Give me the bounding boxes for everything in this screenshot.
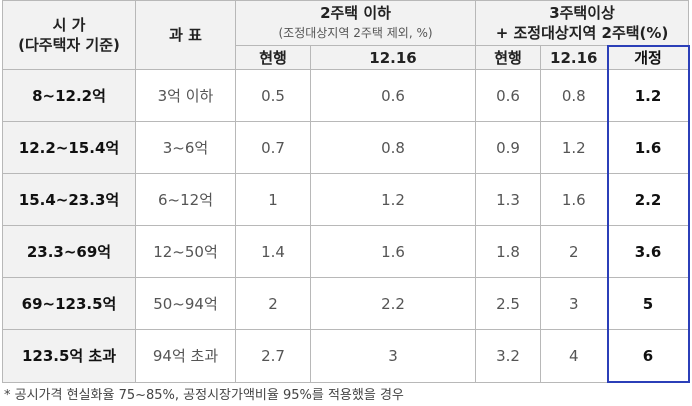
table-header: 시 가 (다주택자 기준) 과 표 2주택 이하 (조정대상지역 2주택 제외,…: [2, 0, 690, 70]
rate-cell: 0.8: [540, 69, 608, 122]
rate-cell: 0.7: [235, 121, 311, 174]
header-cell: 2주택 이하 (조정대상지역 2주택 제외, %): [235, 0, 476, 46]
footnote: * 공시가격 현실화율 75~85%, 공정시장가액비율 95%를 적용했을 경…: [4, 388, 404, 403]
header-text: 2주택 이하: [320, 4, 391, 22]
base-cell: 50~94억: [135, 277, 236, 330]
header-cell: 3주택이상 + 조정대상지역 2주택(%): [474, 0, 690, 46]
price-cell: 12.2~15.4억: [2, 121, 136, 174]
table-row: 123.5억 초과 94억 초과 2.7 3 3.2 4 6: [2, 329, 690, 383]
header-cell: 과 표: [135, 0, 236, 70]
rate-cell: 2: [235, 277, 311, 330]
header-text: + 조정대상지역 2주택(%): [495, 23, 669, 42]
table-row: 15.4~23.3억 6~12억 1 1.2 1.3 1.6 2.2: [2, 173, 690, 226]
table-row: 69~123.5억 50~94억 2 2.2 2.5 3 5: [2, 277, 690, 330]
rate-cell: 2.2: [310, 277, 476, 330]
header-row: 시 가 (다주택자 기준) 과 표 2주택 이하 (조정대상지역 2주택 제외,…: [2, 0, 690, 70]
header-note: (조정대상지역 2주택 제외, %): [278, 26, 433, 40]
rate-cell: 2: [540, 225, 608, 278]
subheader-cell: 12.16: [310, 45, 476, 70]
base-cell: 6~12억: [135, 173, 236, 226]
rate-cell: 0.5: [235, 69, 311, 122]
tax-table: 시 가 (다주택자 기준) 과 표 2주택 이하 (조정대상지역 2주택 제외,…: [2, 0, 690, 383]
rate-cell: 5: [606, 277, 690, 330]
subheader-cell: 12.16: [540, 45, 608, 70]
header-text: 과 표: [169, 26, 202, 44]
rate-cell: 1.4: [235, 225, 311, 278]
price-cell: 123.5억 초과: [2, 329, 136, 383]
rate-cell: 2.5: [475, 277, 541, 330]
header-text: 3주택이상: [549, 3, 615, 22]
header-text: (다주택자 기준): [18, 36, 120, 54]
base-cell: 3억 이하: [135, 69, 236, 122]
rate-cell: 3.6: [606, 225, 690, 278]
rate-cell: 6: [606, 329, 690, 383]
rate-cell: 2.7: [235, 329, 311, 383]
header-text: 시 가: [52, 16, 86, 34]
table-row: 23.3~69억 12~50억 1.4 1.6 1.8 2 3.6: [2, 225, 690, 278]
rate-cell: 3.2: [475, 329, 541, 383]
subheader-cell: 현행: [475, 45, 541, 70]
rate-cell: 4: [540, 329, 608, 383]
header-cell: 시 가 (다주택자 기준): [2, 0, 136, 70]
subheader-cell: 개정: [606, 44, 690, 70]
base-cell: 3~6억: [135, 121, 236, 174]
rate-cell: 1.3: [475, 173, 541, 226]
table-body: 8~12.2억 3억 이하 0.5 0.6 0.6 0.8 1.2 12.2~15.4억 3~6…: [2, 69, 690, 383]
base-cell: 94억 초과: [135, 329, 236, 383]
subheader-row: 현행 12.16 현행 12.16 개정: [3, 44, 690, 70]
rate-cell: 1.2: [310, 173, 476, 226]
price-cell: 23.3~69억: [2, 225, 136, 278]
price-cell: 8~12.2억: [2, 69, 136, 122]
rate-cell: 0.6: [475, 69, 541, 122]
rate-cell: 1.2: [540, 121, 608, 174]
base-cell: 12~50억: [135, 225, 236, 278]
rate-cell: 1.6: [606, 121, 690, 174]
subheader-cell: 현행: [235, 45, 311, 70]
rate-cell: 0.9: [475, 121, 541, 174]
rate-cell: 3: [310, 329, 476, 383]
table-row: 12.2~15.4억 3~6억 0.7 0.8 0.9 1.2 1.6: [2, 121, 690, 174]
rate-cell: 1: [235, 173, 311, 226]
rate-cell: 0.6: [310, 69, 476, 122]
rate-cell: 2.2: [606, 173, 690, 226]
table-row: 8~12.2억 3억 이하 0.5 0.6 0.6 0.8 1.2: [2, 69, 690, 122]
rate-cell: 1.6: [310, 225, 476, 278]
rate-cell: 1.6: [540, 173, 608, 226]
rate-cell: 1.8: [475, 225, 541, 278]
rate-cell: 1.2: [606, 69, 690, 122]
price-cell: 69~123.5억: [2, 277, 136, 330]
rate-cell: 0.8: [310, 121, 476, 174]
rate-cell: 3: [540, 277, 608, 330]
price-cell: 15.4~23.3억: [2, 173, 136, 226]
